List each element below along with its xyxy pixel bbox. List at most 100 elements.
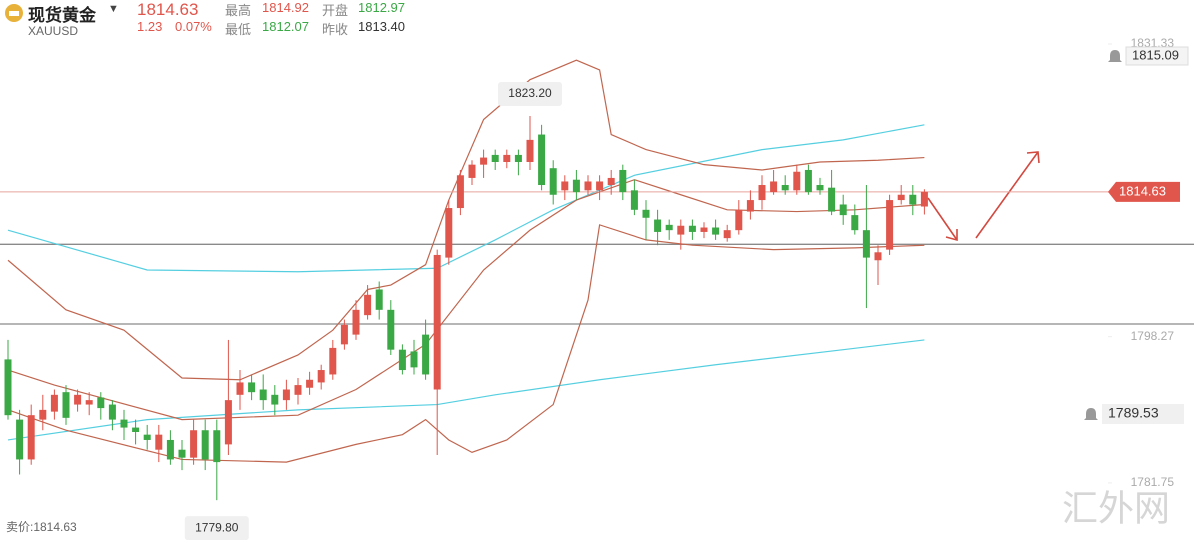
candle-body [27, 415, 35, 460]
arrow-up [975, 151, 1039, 239]
alert-label: 1815.09 [1132, 47, 1179, 62]
candle-body [468, 164, 476, 178]
alert-box [1125, 46, 1189, 66]
overlay-line [7, 59, 925, 381]
candle-body [862, 230, 870, 258]
dropdown-caret[interactable]: ▼ [108, 3, 119, 15]
candle-body [456, 175, 464, 209]
candle-body [735, 209, 743, 231]
candle-body [549, 168, 557, 195]
instrument-name[interactable]: 现货黄金 [28, 6, 96, 25]
annotation-label: 1823.20 [508, 86, 552, 100]
candle-body [259, 389, 267, 401]
overlay-line [7, 339, 925, 441]
candle-body [248, 382, 256, 393]
candle-body [329, 347, 337, 375]
candle-body [503, 154, 511, 162]
y-tick-label: 1798.27 [1131, 329, 1175, 343]
overlay-line [7, 124, 925, 273]
candle-body [793, 171, 801, 191]
candle-body [85, 400, 93, 405]
annotation-label: 1779.80 [195, 520, 239, 534]
candle-body [352, 309, 360, 335]
candle-body [886, 200, 894, 250]
overlay-line [7, 224, 925, 463]
candle-body [561, 181, 569, 191]
candle-body [491, 154, 499, 162]
candle-body [642, 209, 650, 218]
candle-body [4, 359, 12, 416]
symbol: XAUUSD [28, 24, 79, 38]
high-value: 1814.92 [262, 0, 309, 15]
candle-body [375, 289, 383, 310]
candle-body [317, 370, 325, 383]
price-tag [1108, 181, 1180, 202]
candle-body [97, 397, 105, 409]
open-label: 开盘 [322, 3, 349, 18]
low-value: 1812.07 [262, 19, 309, 34]
candle-body [607, 177, 615, 186]
candle-body [630, 190, 638, 210]
candle-body [514, 154, 522, 162]
candle-body [665, 224, 673, 231]
candle-body [282, 389, 290, 401]
candle-body [712, 227, 720, 235]
candle-body [700, 227, 708, 232]
alert-bell [1108, 50, 1122, 62]
alert-bell [1084, 408, 1098, 421]
high-label: 最高 [225, 3, 252, 18]
candle-body [364, 294, 372, 316]
y-tick-label: 1781.75 [1131, 475, 1175, 489]
candle-body [39, 409, 47, 420]
annotation-box [498, 81, 562, 106]
candle-body [294, 385, 302, 395]
candle-body [781, 185, 789, 191]
candle-body [166, 439, 174, 460]
candle-body [572, 179, 580, 193]
bid-price: 卖价:1814.63 [6, 520, 77, 534]
candle-body [654, 219, 662, 232]
gold-icon [5, 4, 23, 22]
candle-body [62, 392, 70, 418]
candle-body [410, 351, 418, 368]
candle-body [688, 225, 696, 232]
candle-body [387, 309, 395, 350]
candle-body [897, 194, 905, 201]
candle-body [108, 404, 116, 420]
low-label: 最低 [225, 22, 252, 37]
price-tag-label: 1814.63 [1119, 183, 1166, 198]
annotation-box [184, 516, 249, 540]
candle-body [874, 252, 882, 261]
candle-body [433, 254, 441, 390]
last-price: 1814.63 [137, 0, 199, 19]
candle-body [584, 181, 592, 191]
candle-body [271, 394, 279, 405]
candle-body [480, 157, 488, 165]
open-value: 1812.97 [358, 0, 405, 15]
candle-body [224, 400, 232, 445]
arrow-down [927, 197, 958, 241]
candle-body [770, 181, 778, 193]
candle-body [306, 379, 314, 388]
overlay-line [7, 179, 925, 421]
alert-box [1102, 404, 1184, 425]
arrow-head [1026, 151, 1040, 164]
candle-body [155, 434, 163, 450]
prev-close-label: 昨收 [322, 22, 349, 37]
candle-body [746, 200, 754, 212]
candle-body [50, 394, 58, 412]
candle-body [909, 194, 917, 205]
candle-body [132, 427, 140, 432]
candle-body [190, 430, 198, 458]
candle-body [213, 430, 221, 463]
candle-body [804, 169, 812, 193]
candle-body [74, 394, 82, 405]
candle-body [340, 324, 348, 345]
change: 1.23 [137, 19, 163, 34]
candle-body [723, 230, 731, 239]
candle-body [422, 334, 430, 375]
change-pct: 0.07% [175, 19, 212, 34]
candle-body [143, 434, 151, 440]
candle-body [201, 430, 209, 460]
